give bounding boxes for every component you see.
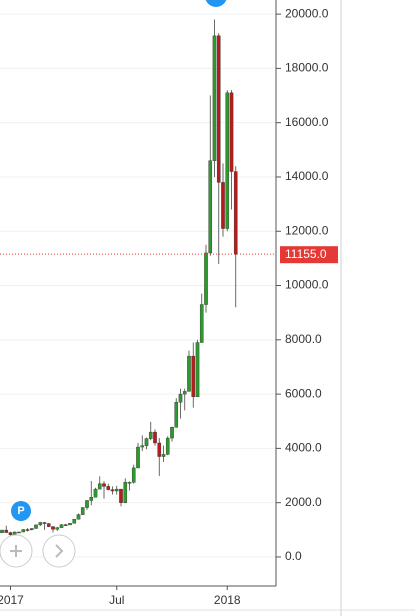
arrow-icon (55, 544, 64, 558)
candle-body (123, 482, 128, 503)
candle-body (72, 519, 77, 524)
candle-body (187, 355, 191, 392)
candle-body (55, 527, 60, 530)
candles (0, 19, 238, 537)
event-marker[interactable] (11, 501, 31, 521)
candle-body (93, 488, 98, 498)
candle-body (131, 467, 136, 483)
y-tick-label: 10000.0 (285, 278, 329, 292)
candle-body (12, 531, 17, 535)
candle-body (4, 529, 9, 533)
candle-body (8, 532, 13, 535)
candle-body (178, 393, 183, 403)
candle-body (0, 529, 4, 534)
candle-body (233, 171, 238, 255)
candle-body (80, 507, 85, 515)
candle-body (148, 431, 153, 439)
candle-body (34, 524, 38, 529)
candle-body (106, 486, 111, 490)
candle-body (140, 445, 145, 448)
candle-body (174, 402, 179, 428)
candle-body (110, 489, 115, 492)
x-tick-label: Jul (109, 593, 124, 607)
candle-body (119, 488, 123, 503)
candle-body (191, 355, 196, 398)
candle-body (157, 442, 162, 457)
candle-body (144, 438, 149, 446)
y-tick-label: 6000.0 (285, 386, 322, 400)
candle-body (51, 526, 55, 530)
candle-body (136, 446, 140, 469)
candle-body (204, 252, 208, 305)
candle-body (89, 497, 94, 501)
candle-body (229, 92, 234, 172)
candle-body (225, 92, 230, 229)
marker-icon: P (17, 505, 24, 517)
x-tick-label: 2017 (0, 593, 24, 607)
candle-body (153, 431, 157, 444)
candle-body (63, 524, 68, 526)
candle-body (199, 304, 204, 343)
labels: 0.0 2000.0 4000.0 6000.0 8000.0 10000.0 12000.… (0, 6, 338, 607)
candle-body (25, 529, 30, 531)
candle-body (161, 454, 166, 457)
event-marker[interactable] (205, 0, 227, 7)
last-price-label: 11155.0 (285, 247, 327, 261)
y-tick-label: 18000.0 (285, 61, 329, 75)
candle-body (102, 483, 106, 487)
candle-body (29, 528, 34, 531)
y-tick-label: 12000.0 (285, 223, 329, 237)
candle-body (97, 483, 102, 490)
y-tick-label: 4000.0 (285, 441, 322, 455)
candle-body (38, 522, 43, 526)
candle-body (212, 35, 217, 161)
candle-body (127, 482, 132, 484)
candle-body (59, 524, 64, 528)
candle-body (182, 391, 187, 395)
candle-body (195, 342, 200, 398)
y-tick-label: 0.0 (285, 549, 302, 563)
y-tick-label: 8000.0 (285, 332, 322, 346)
y-tick-label: 14000.0 (285, 169, 329, 183)
candle-body (208, 160, 213, 254)
candle-body (114, 488, 119, 492)
x-tick-label: 2018 (214, 593, 241, 607)
y-tick-label: 16000.0 (285, 115, 329, 129)
candle-body (21, 529, 26, 533)
candle-body (68, 523, 72, 526)
scroll-button[interactable] (42, 534, 76, 568)
y-tick-label: 2000.0 (285, 495, 322, 509)
candle-body (165, 437, 170, 455)
plus-icon (10, 545, 22, 557)
candle-body (46, 523, 51, 527)
candle-body (216, 35, 221, 183)
candle-body (170, 427, 174, 439)
candle-body (76, 514, 81, 520)
candle-body (42, 522, 47, 524)
candle-body (85, 500, 89, 508)
candle-body (221, 182, 225, 229)
last-price-box (280, 246, 338, 264)
candle-body (17, 531, 21, 534)
y-tick-label: 20000.0 (285, 6, 329, 20)
